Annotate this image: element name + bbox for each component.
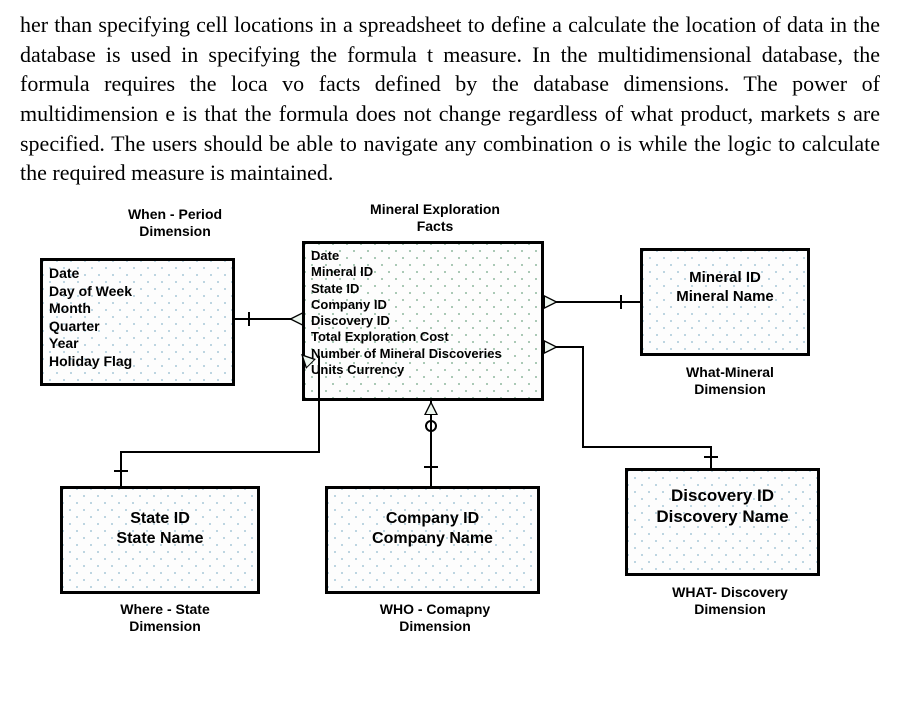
entity-when-fields: Date Day of Week Month Quarter Year Holi… xyxy=(43,261,232,374)
crowfoot-icon xyxy=(544,340,558,354)
label-where-state: Where - StateDimension xyxy=(85,601,245,635)
label-who-company: WHO - ComapnyDimension xyxy=(350,601,520,635)
field: Discovery ID xyxy=(311,313,535,329)
entity-mineral: Mineral ID Mineral Name xyxy=(640,248,810,356)
field: Total Exploration Cost xyxy=(311,329,535,345)
field: Day of Week xyxy=(49,283,226,301)
connector-line xyxy=(544,301,640,303)
body-paragraph: her than specifying cell locations in a … xyxy=(0,0,900,188)
cardinality-tick xyxy=(704,456,718,458)
cardinality-tick xyxy=(620,295,622,309)
connector-line xyxy=(120,451,320,453)
label-what-discovery: WHAT- DiscoveryDimension xyxy=(640,584,820,618)
entity-discovery: Discovery ID Discovery Name xyxy=(625,468,820,576)
field: State ID xyxy=(69,509,251,529)
field: Date xyxy=(311,248,535,264)
field: Mineral ID xyxy=(311,264,535,280)
entity-company-fields: Company ID Company Name xyxy=(328,489,537,553)
field: State ID xyxy=(311,281,535,297)
connector-line xyxy=(318,356,320,451)
label-what-mineral: What-MineralDimension xyxy=(655,364,805,398)
entity-facts: Date Mineral ID State ID Company ID Disc… xyxy=(302,241,544,401)
connector-line xyxy=(582,346,584,446)
field: Units Currency xyxy=(311,362,535,378)
field: Mineral ID xyxy=(649,269,801,288)
cardinality-circle xyxy=(425,420,437,432)
entity-discovery-fields: Discovery ID Discovery Name xyxy=(628,471,817,532)
entity-mineral-fields: Mineral ID Mineral Name xyxy=(643,251,807,311)
field: State Name xyxy=(69,529,251,549)
cardinality-tick xyxy=(114,470,128,472)
field: Discovery ID xyxy=(634,485,811,506)
field: Number of Mineral Discoveries xyxy=(311,346,535,362)
crowfoot-icon xyxy=(289,312,303,326)
field: Date xyxy=(49,265,226,283)
entity-facts-fields: Date Mineral ID State ID Company ID Disc… xyxy=(305,244,541,382)
field: Quarter xyxy=(49,318,226,336)
field: Holiday Flag xyxy=(49,353,226,371)
connector-line xyxy=(120,451,122,486)
entity-state: State ID State Name xyxy=(60,486,260,594)
cardinality-tick xyxy=(248,312,250,326)
cardinality-tick xyxy=(424,466,438,468)
crowfoot-icon xyxy=(544,295,558,309)
entity-company: Company ID Company Name xyxy=(325,486,540,594)
connector-line xyxy=(582,446,712,448)
crowfoot-icon xyxy=(424,401,438,415)
star-schema-diagram: When - PeriodDimension Mineral Explorati… xyxy=(0,196,900,676)
entity-state-fields: State ID State Name xyxy=(63,489,257,553)
label-when-dimension: When - PeriodDimension xyxy=(95,206,255,240)
field: Company ID xyxy=(311,297,535,313)
label-facts-title: Mineral ExplorationFacts xyxy=(335,201,535,235)
field: Company Name xyxy=(334,529,531,549)
field: Month xyxy=(49,300,226,318)
field: Year xyxy=(49,335,226,353)
field: Mineral Name xyxy=(649,288,801,307)
entity-when-period: Date Day of Week Month Quarter Year Holi… xyxy=(40,258,235,386)
field: Discovery Name xyxy=(634,506,811,527)
field: Company ID xyxy=(334,509,531,529)
